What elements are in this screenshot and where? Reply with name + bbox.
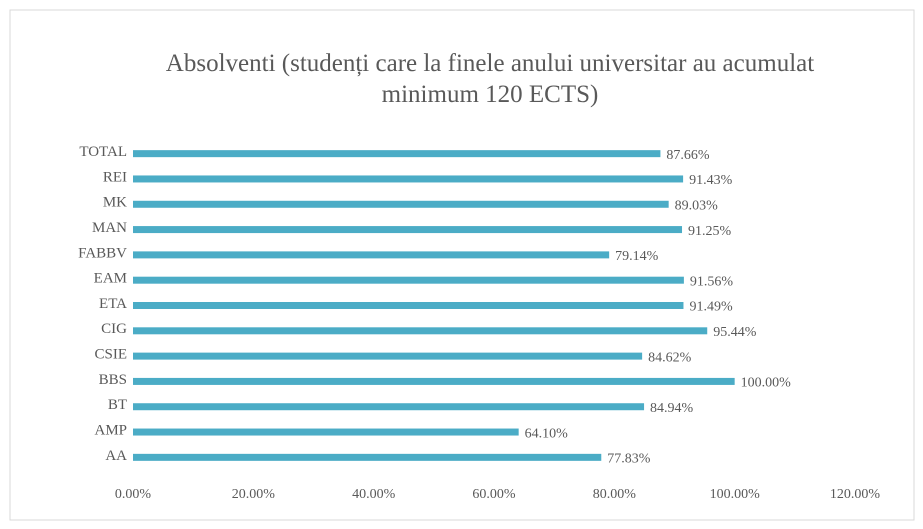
- x-tick-label: 0.00%: [115, 487, 152, 502]
- data-label: 91.56%: [690, 274, 734, 289]
- chart-title: Absolventi (studenți care la finele anul…: [165, 50, 815, 108]
- bar: [133, 352, 643, 360]
- x-tick-label: 80.00%: [593, 487, 637, 502]
- y-tick-label: EAM: [94, 271, 127, 287]
- bar: [133, 428, 519, 436]
- y-tick-label: AA: [105, 448, 127, 464]
- data-label: 84.94%: [650, 401, 694, 416]
- y-tick-label: AMP: [94, 422, 127, 438]
- data-label: 89.03%: [675, 198, 719, 213]
- y-tick-label: CSIE: [94, 347, 127, 363]
- y-tick-label: REI: [103, 169, 127, 185]
- y-tick-label: TOTAL: [79, 144, 127, 160]
- y-tick-label: BBS: [99, 372, 127, 388]
- data-label: 84.62%: [648, 350, 692, 365]
- bar: [133, 453, 602, 461]
- data-label: 87.66%: [666, 148, 710, 163]
- y-tick-label: MK: [103, 195, 127, 211]
- data-label: 91.25%: [688, 224, 732, 239]
- x-tick-label: 100.00%: [710, 487, 761, 502]
- y-tick-label: FABBV: [78, 245, 127, 261]
- y-tick-label: CIG: [101, 321, 127, 337]
- bar: [133, 327, 708, 335]
- bar: [133, 251, 610, 259]
- x-tick-label: 40.00%: [352, 487, 396, 502]
- bar: [133, 403, 645, 411]
- bar: [133, 150, 661, 158]
- bar: [133, 276, 684, 284]
- data-label: 100.00%: [741, 376, 792, 391]
- data-label: 77.83%: [607, 452, 651, 467]
- bar: [133, 200, 669, 208]
- x-tick-label: 120.00%: [830, 487, 881, 502]
- data-label: 95.44%: [713, 325, 757, 340]
- data-label: 91.49%: [689, 300, 733, 315]
- data-label: 79.14%: [615, 249, 659, 264]
- x-tick-label: 60.00%: [472, 487, 516, 502]
- bar: [133, 175, 684, 183]
- data-label: 64.10%: [525, 426, 569, 441]
- bar: [133, 377, 735, 385]
- data-label: 91.43%: [689, 173, 733, 188]
- y-tick-label: MAN: [92, 220, 127, 236]
- x-tick-label: 20.00%: [232, 487, 276, 502]
- bar: [133, 302, 684, 309]
- y-tick-label: BT: [108, 397, 127, 413]
- y-tick-label: ETA: [99, 296, 127, 312]
- bar: [133, 226, 683, 234]
